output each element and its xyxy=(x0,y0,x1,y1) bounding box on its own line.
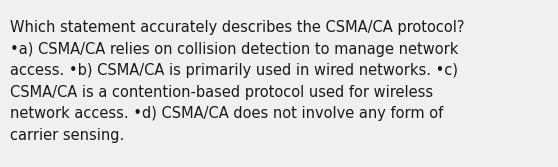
Text: Which statement accurately describes the CSMA/CA protocol?
•a) CSMA/CA relies on: Which statement accurately describes the… xyxy=(10,20,465,143)
